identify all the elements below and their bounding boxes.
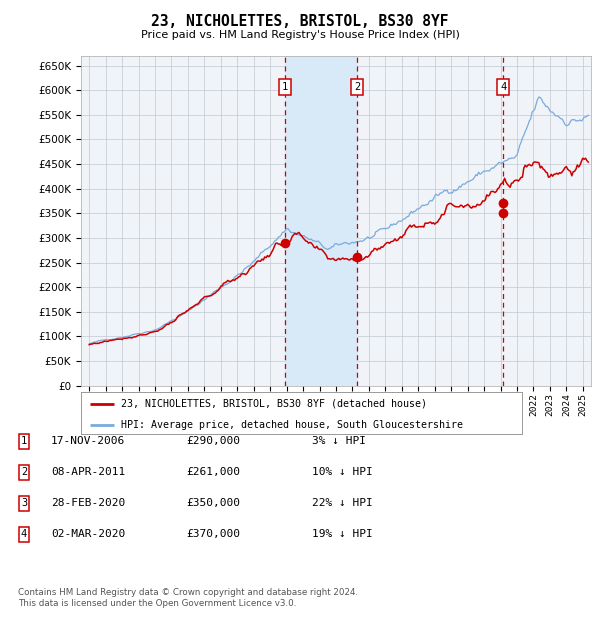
Text: 2: 2 [21, 467, 27, 477]
Text: 3: 3 [21, 498, 27, 508]
Text: £261,000: £261,000 [186, 467, 240, 477]
Text: 10% ↓ HPI: 10% ↓ HPI [312, 467, 373, 477]
Text: 1: 1 [281, 82, 288, 92]
Text: 28-FEB-2020: 28-FEB-2020 [51, 498, 125, 508]
Text: £370,000: £370,000 [186, 529, 240, 539]
Text: 1: 1 [21, 436, 27, 446]
Text: 3% ↓ HPI: 3% ↓ HPI [312, 436, 366, 446]
Text: 4: 4 [21, 529, 27, 539]
Text: 17-NOV-2006: 17-NOV-2006 [51, 436, 125, 446]
Text: 23, NICHOLETTES, BRISTOL, BS30 8YF (detached house): 23, NICHOLETTES, BRISTOL, BS30 8YF (deta… [121, 399, 427, 409]
Text: £290,000: £290,000 [186, 436, 240, 446]
Text: 22% ↓ HPI: 22% ↓ HPI [312, 498, 373, 508]
Text: 4: 4 [500, 82, 506, 92]
Text: Price paid vs. HM Land Registry's House Price Index (HPI): Price paid vs. HM Land Registry's House … [140, 30, 460, 40]
Text: Contains HM Land Registry data © Crown copyright and database right 2024.: Contains HM Land Registry data © Crown c… [18, 588, 358, 597]
Text: This data is licensed under the Open Government Licence v3.0.: This data is licensed under the Open Gov… [18, 600, 296, 608]
Text: 2: 2 [354, 82, 360, 92]
Text: £350,000: £350,000 [186, 498, 240, 508]
Text: 19% ↓ HPI: 19% ↓ HPI [312, 529, 373, 539]
Bar [284, 56, 357, 386]
Text: HPI: Average price, detached house, South Gloucestershire: HPI: Average price, detached house, Sout… [121, 420, 463, 430]
Text: 08-APR-2011: 08-APR-2011 [51, 467, 125, 477]
Text: 02-MAR-2020: 02-MAR-2020 [51, 529, 125, 539]
Text: 23, NICHOLETTES, BRISTOL, BS30 8YF: 23, NICHOLETTES, BRISTOL, BS30 8YF [151, 14, 449, 29]
